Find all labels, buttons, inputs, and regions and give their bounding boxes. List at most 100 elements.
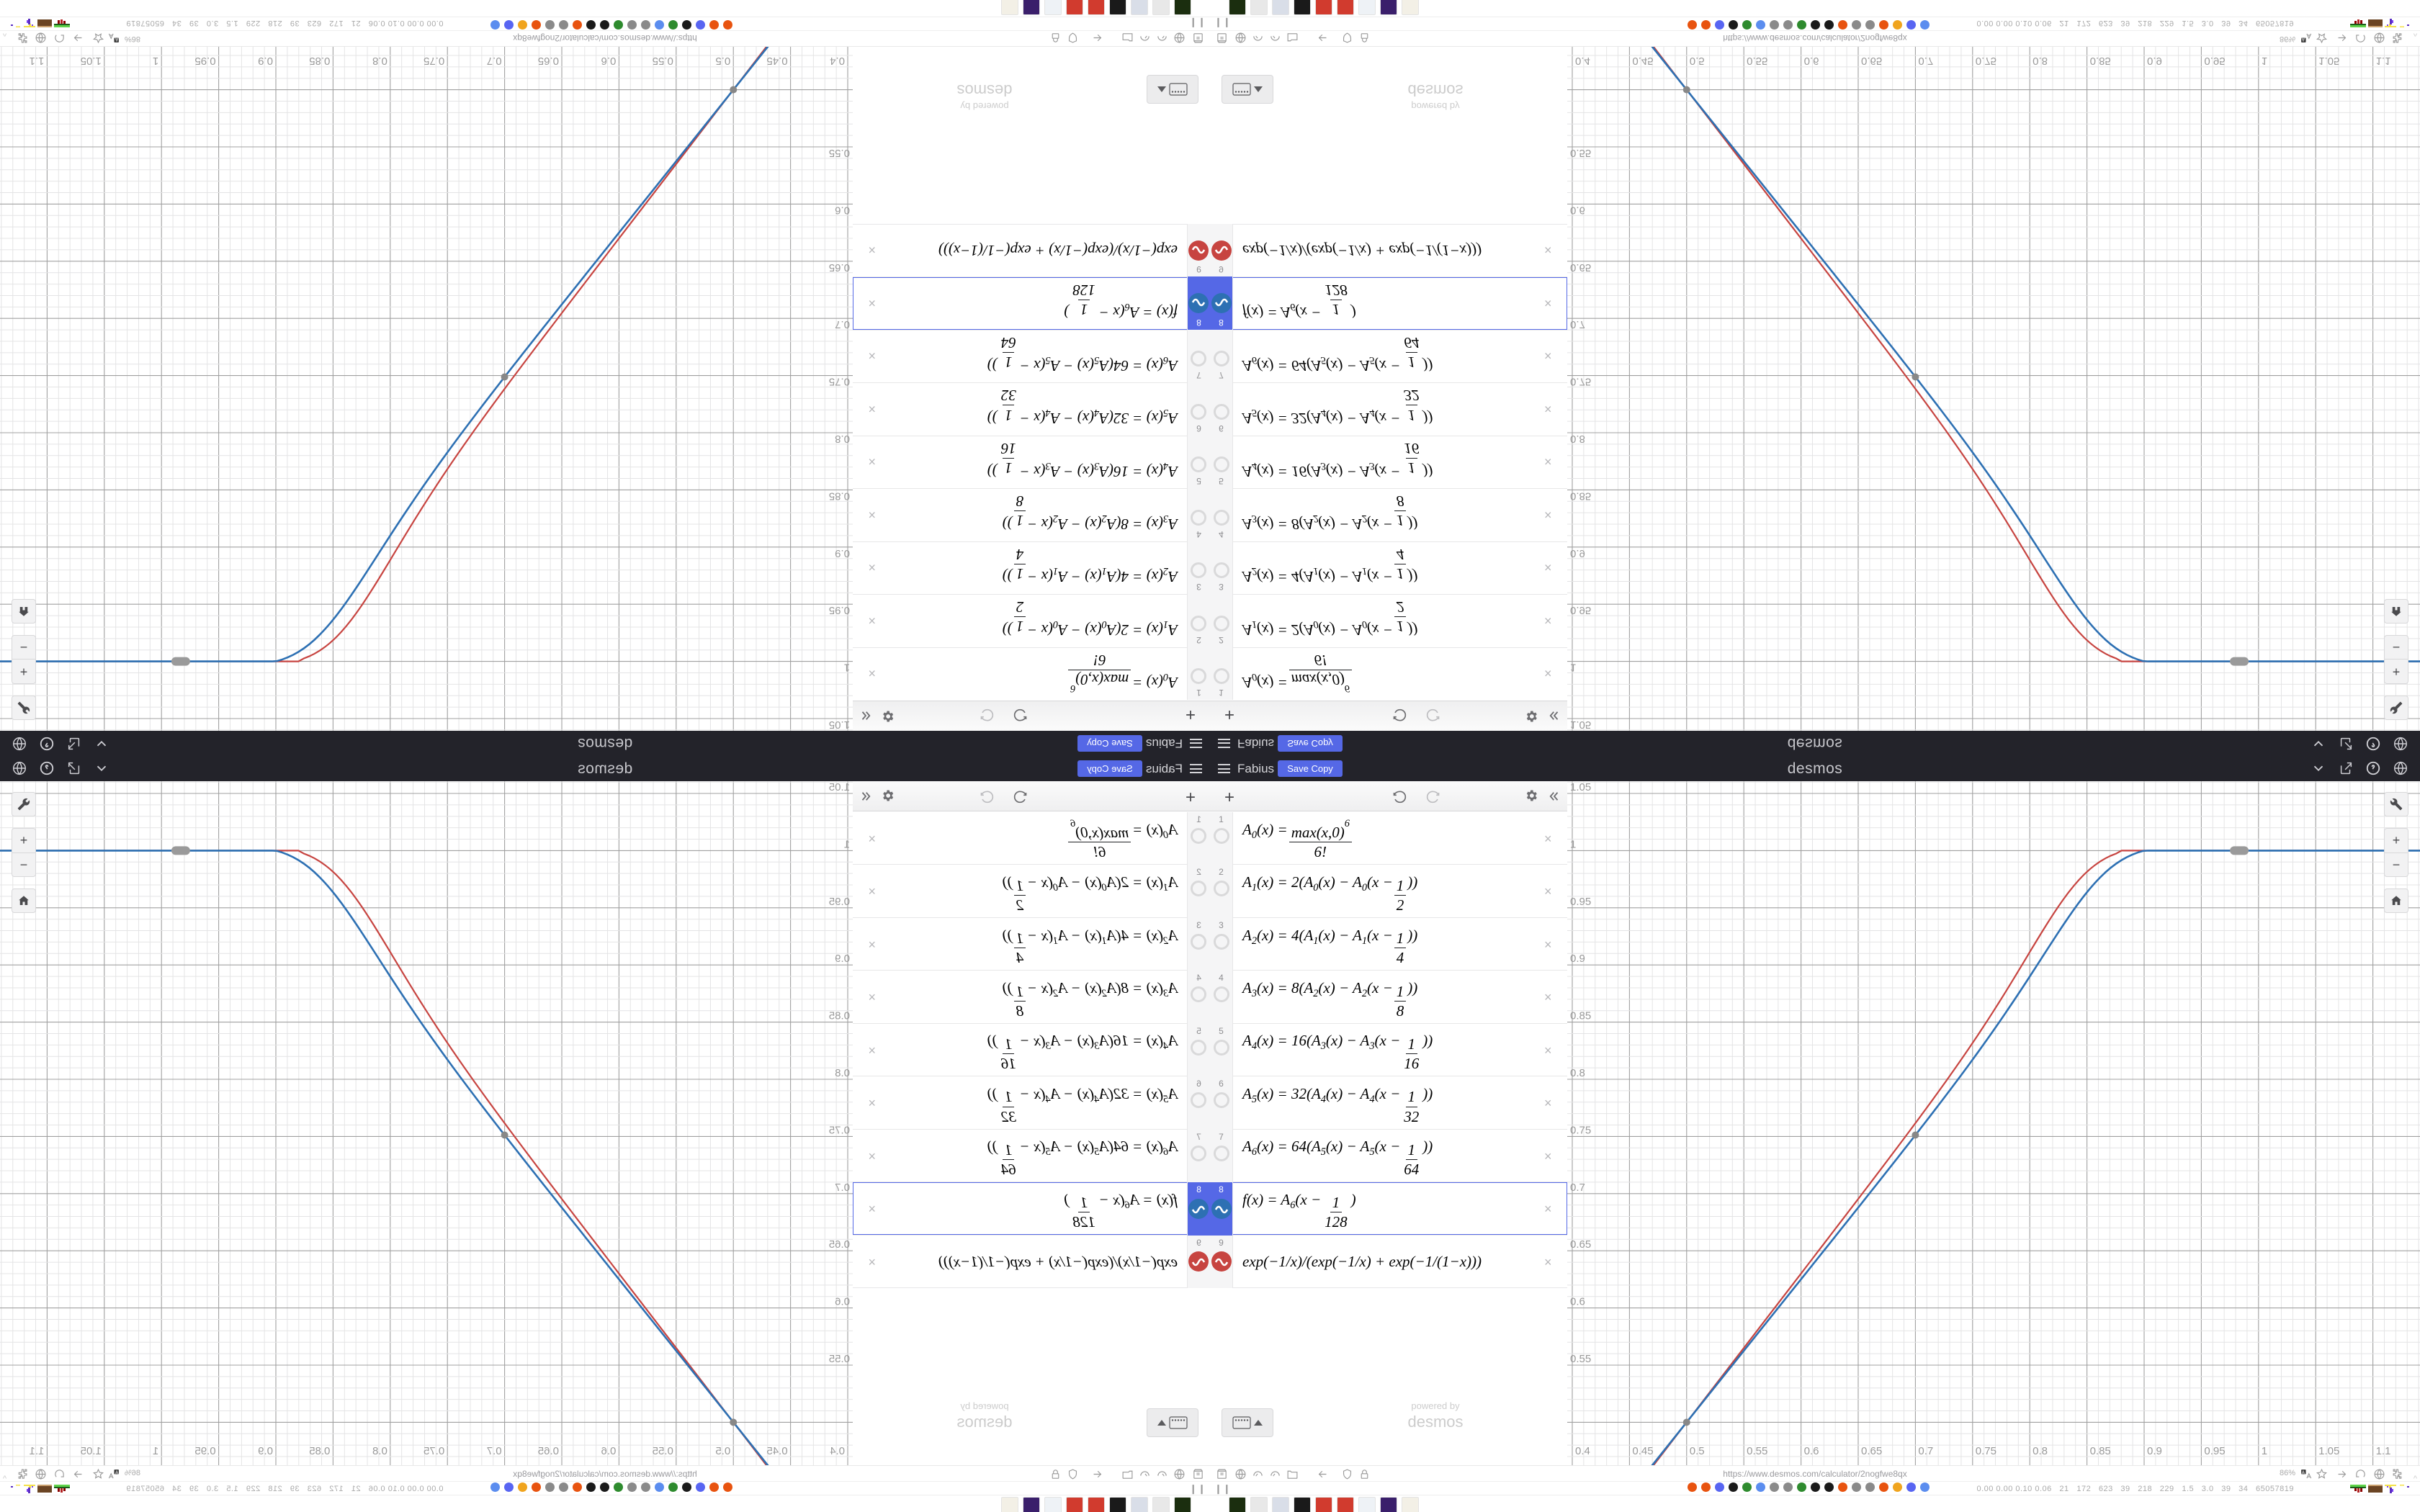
svg-text:0.75: 0.75 xyxy=(1570,1124,1591,1136)
svg-text:0.4: 0.4 xyxy=(830,1445,845,1457)
svg-text:0.55: 0.55 xyxy=(829,147,850,159)
svg-text:1: 1 xyxy=(2262,55,2267,67)
svg-text:1.1: 1.1 xyxy=(2376,55,2391,67)
svg-text:0.65: 0.65 xyxy=(1861,1445,1882,1457)
svg-text:0.4: 0.4 xyxy=(1575,1445,1590,1457)
svg-text:0.65: 0.65 xyxy=(829,261,850,274)
svg-text:1: 1 xyxy=(153,55,158,67)
svg-text:0.65: 0.65 xyxy=(538,1445,559,1457)
svg-text:0.7: 0.7 xyxy=(1918,55,1933,67)
svg-text:0.65: 0.65 xyxy=(1570,1238,1591,1251)
svg-text:1.1: 1.1 xyxy=(30,1445,45,1457)
svg-text:0.5: 0.5 xyxy=(715,55,730,67)
svg-text:0.6: 0.6 xyxy=(1570,204,1585,216)
svg-text:0.45: 0.45 xyxy=(766,1445,787,1457)
svg-text:0.9: 0.9 xyxy=(258,1445,273,1457)
svg-text:0.45: 0.45 xyxy=(766,55,787,67)
svg-text:A: A xyxy=(2302,37,2305,41)
svg-text:0.55: 0.55 xyxy=(829,1353,850,1365)
svg-text:0.85: 0.85 xyxy=(309,55,330,67)
svg-text:0.55: 0.55 xyxy=(1747,55,1767,67)
svg-text:0.8: 0.8 xyxy=(835,433,850,445)
svg-text:0.95: 0.95 xyxy=(1570,896,1591,908)
svg-text:0.85: 0.85 xyxy=(2090,1445,2111,1457)
svg-text:0.8: 0.8 xyxy=(1570,433,1585,445)
svg-text:0.8: 0.8 xyxy=(1570,1067,1585,1079)
svg-text:0.4: 0.4 xyxy=(830,55,845,67)
svg-text:1.05: 1.05 xyxy=(81,1445,102,1457)
svg-text:0.55: 0.55 xyxy=(1570,147,1591,159)
svg-text:0.85: 0.85 xyxy=(1570,490,1591,502)
svg-text:1.05: 1.05 xyxy=(2318,55,2339,67)
svg-text:0.8: 0.8 xyxy=(372,1445,387,1457)
svg-text:0.75: 0.75 xyxy=(1976,55,1996,67)
svg-text:1.05: 1.05 xyxy=(829,719,850,731)
svg-text:0.7: 0.7 xyxy=(835,1182,850,1194)
svg-text:0.75: 0.75 xyxy=(1976,1445,1996,1457)
svg-text:1: 1 xyxy=(1570,662,1576,674)
svg-text:0.9: 0.9 xyxy=(258,55,273,67)
svg-text:0.75: 0.75 xyxy=(424,1445,444,1457)
svg-text:0.6: 0.6 xyxy=(1804,55,1819,67)
svg-text:0.85: 0.85 xyxy=(829,1010,850,1022)
svg-text:1.05: 1.05 xyxy=(1570,781,1591,793)
svg-text:0.95: 0.95 xyxy=(194,55,215,67)
svg-text:0.5: 0.5 xyxy=(1690,55,1705,67)
svg-text:0.8: 0.8 xyxy=(372,55,387,67)
svg-text:0.8: 0.8 xyxy=(835,1067,850,1079)
svg-text:0.85: 0.85 xyxy=(309,1445,330,1457)
svg-text:1.1: 1.1 xyxy=(30,55,45,67)
svg-text:1: 1 xyxy=(153,1445,158,1457)
svg-text:0.65: 0.65 xyxy=(829,1238,850,1251)
svg-text:0.9: 0.9 xyxy=(835,953,850,965)
svg-text:0.95: 0.95 xyxy=(2204,1445,2225,1457)
svg-text:0.7: 0.7 xyxy=(487,55,502,67)
svg-text:1.05: 1.05 xyxy=(2318,1445,2339,1457)
svg-text:0.9: 0.9 xyxy=(2147,1445,2162,1457)
svg-text:0.6: 0.6 xyxy=(1570,1296,1585,1308)
svg-text:0.9: 0.9 xyxy=(2147,55,2162,67)
svg-text:0.95: 0.95 xyxy=(829,896,850,908)
svg-text:0.9: 0.9 xyxy=(1570,547,1585,559)
svg-text:1.05: 1.05 xyxy=(829,781,850,793)
svg-text:0.95: 0.95 xyxy=(829,604,850,616)
svg-text:0.75: 0.75 xyxy=(829,1124,850,1136)
svg-text:1.05: 1.05 xyxy=(81,55,102,67)
svg-text:0.75: 0.75 xyxy=(424,55,444,67)
svg-text:0.6: 0.6 xyxy=(835,204,850,216)
svg-text:1.05: 1.05 xyxy=(1570,719,1591,731)
svg-text:0.9: 0.9 xyxy=(835,547,850,559)
svg-text:1: 1 xyxy=(1570,838,1576,850)
svg-text:A: A xyxy=(115,37,118,41)
svg-text:0.55: 0.55 xyxy=(653,55,673,67)
svg-text:0.95: 0.95 xyxy=(2204,55,2225,67)
svg-text:0.75: 0.75 xyxy=(829,376,850,388)
svg-text:1: 1 xyxy=(844,838,850,850)
svg-text:0.7: 0.7 xyxy=(1918,1445,1933,1457)
svg-text:0.6: 0.6 xyxy=(835,1296,850,1308)
svg-text:0.5: 0.5 xyxy=(1690,1445,1705,1457)
svg-text:0.5: 0.5 xyxy=(715,1445,730,1457)
svg-text:0.65: 0.65 xyxy=(1570,261,1591,274)
svg-text:0.7: 0.7 xyxy=(487,1445,502,1457)
svg-text:0.6: 0.6 xyxy=(1804,1445,1819,1457)
svg-text:1: 1 xyxy=(2262,1445,2267,1457)
svg-text:0.55: 0.55 xyxy=(1747,1445,1767,1457)
svg-text:1.1: 1.1 xyxy=(2376,1445,2391,1457)
svg-text:A: A xyxy=(115,1471,118,1475)
svg-text:0.8: 0.8 xyxy=(2033,1445,2048,1457)
svg-text:0.7: 0.7 xyxy=(835,318,850,330)
svg-text:0.45: 0.45 xyxy=(1632,55,1653,67)
svg-text:0.95: 0.95 xyxy=(1570,604,1591,616)
svg-text:0.55: 0.55 xyxy=(653,1445,673,1457)
svg-text:0.85: 0.85 xyxy=(829,490,850,502)
svg-text:0.55: 0.55 xyxy=(1570,1353,1591,1365)
svg-text:0.4: 0.4 xyxy=(1575,55,1590,67)
svg-text:1: 1 xyxy=(844,662,850,674)
svg-text:0.65: 0.65 xyxy=(538,55,559,67)
svg-text:0.7: 0.7 xyxy=(1570,1182,1585,1194)
svg-text:A: A xyxy=(2302,1471,2305,1475)
svg-text:0.65: 0.65 xyxy=(1861,55,1882,67)
svg-text:0.8: 0.8 xyxy=(2033,55,2048,67)
svg-text:0.85: 0.85 xyxy=(1570,1010,1591,1022)
